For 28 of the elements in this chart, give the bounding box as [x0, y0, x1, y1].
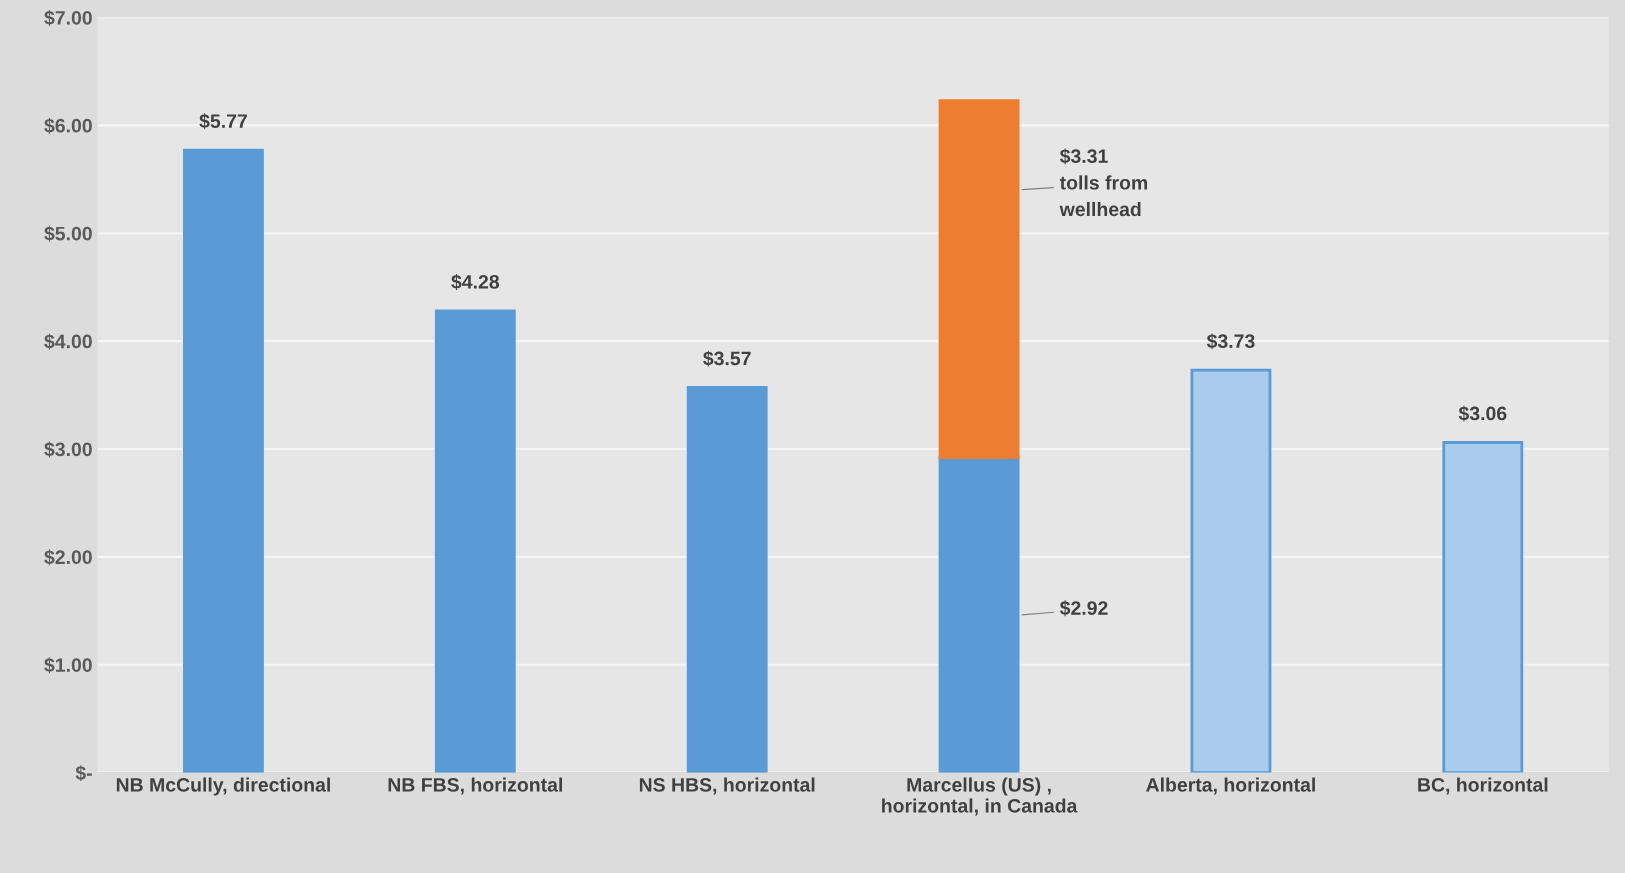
- y-tick-label: $2.00: [44, 549, 92, 566]
- y-tick-label: $-: [75, 765, 92, 782]
- bar: [938, 456, 1020, 773]
- y-tick-label: $5.00: [44, 225, 92, 242]
- y-tick-label: $4.00: [44, 333, 92, 350]
- x-tick-label: Marcellus (US) , horizontal, in Canada: [882, 777, 1078, 816]
- bar: [1190, 368, 1272, 773]
- x-tick-label: BC, horizontal: [1418, 777, 1548, 795]
- data-label: $2.92: [1059, 600, 1108, 617]
- data-label: $3.31 tolls from wellhead: [1059, 148, 1148, 217]
- x-tick-label: NS HBS, horizontal: [639, 777, 815, 795]
- bar: [434, 309, 516, 773]
- y-tick-label: $1.00: [44, 657, 92, 674]
- y-tick-label: $7.00: [44, 10, 92, 26]
- x-tick-label: Alberta, horizontal: [1146, 777, 1315, 795]
- bar: [686, 386, 768, 773]
- bar: [938, 99, 1020, 459]
- bar: [1442, 441, 1524, 773]
- data-label: $5.77: [199, 113, 247, 130]
- data-label: $3.73: [1206, 333, 1255, 350]
- data-label: $4.28: [451, 274, 500, 290]
- bar: [183, 148, 264, 773]
- x-tick-label: NB McCully, directional: [116, 777, 330, 796]
- y-tick-label: $6.00: [44, 117, 92, 134]
- y-tick-label: $3.00: [44, 441, 92, 458]
- x-tick-label: NB FBS, horizontal: [388, 777, 562, 795]
- data-label: $3.57: [703, 350, 751, 367]
- data-label: $3.06: [1458, 405, 1507, 422]
